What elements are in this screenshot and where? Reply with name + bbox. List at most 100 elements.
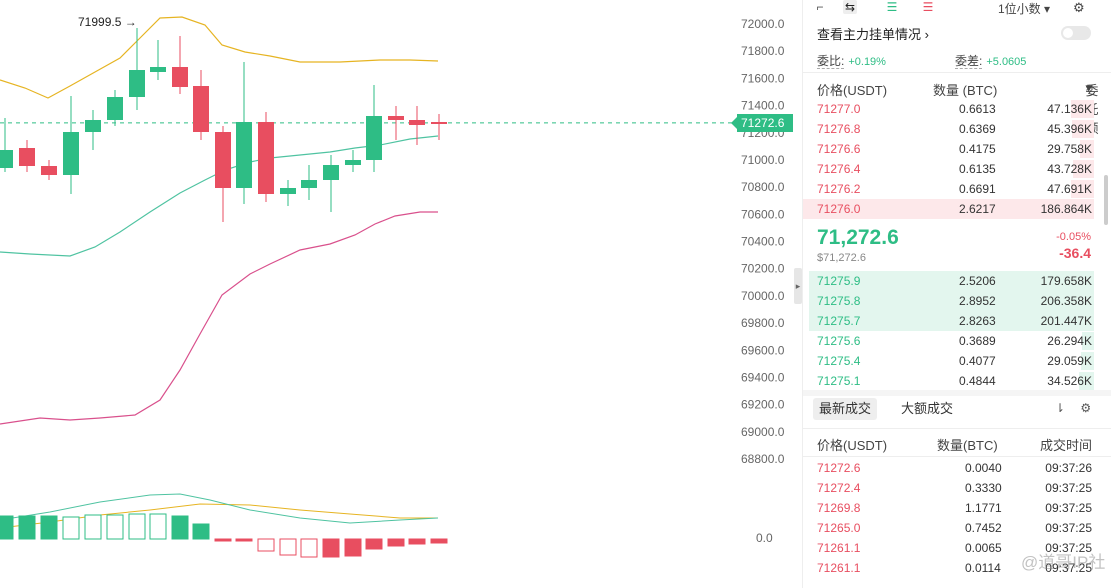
y-axis-label: 72000.0 (741, 17, 785, 31)
trade-row[interactable]: 71265.0 0.7452 09:37:25 (803, 518, 1111, 538)
bid-row[interactable]: 71275.7 2.8263 201.447K (803, 311, 1111, 331)
qty-cell: 0.4844 (959, 374, 996, 388)
qty-cell: 0.0040 (965, 461, 1002, 475)
divider (803, 428, 1111, 429)
trade-row[interactable]: 71261.1 0.0065 09:37:25 (803, 538, 1111, 558)
candle-body (388, 116, 404, 120)
decimal-select[interactable]: 1位小数 ▾ (998, 2, 1051, 16)
chevron-right-icon: › (924, 27, 929, 42)
price-cell: 71261.1 (817, 561, 861, 575)
orderbook-scrollbar[interactable] (1104, 175, 1108, 225)
total-cell: 206.358K (1040, 294, 1092, 308)
y-axis-label: 70200.0 (741, 262, 785, 276)
ask-row[interactable]: 71276.2 0.6691 47.691K (803, 179, 1111, 199)
candle-body (193, 86, 209, 132)
depth-bar (1080, 140, 1094, 158)
macd-histogram-bar (387, 538, 405, 547)
panel-collapse-handle[interactable]: ▸ (794, 268, 802, 304)
total-cell: 47.136K (1047, 102, 1092, 116)
trades-settings-icon[interactable]: ⚙ (1080, 401, 1092, 415)
layout-bids-icon[interactable]: ☰ (886, 0, 898, 14)
price-cell: 71269.8 (817, 501, 861, 515)
bid-row[interactable]: 71275.6 0.3689 26.294K (803, 331, 1111, 351)
total-cell: 34.526K (1047, 374, 1092, 388)
candle-body (150, 67, 166, 72)
price-cell: 71275.8 (817, 294, 861, 308)
depth-bar (1004, 200, 1094, 218)
trade-row[interactable]: 71261.1 0.0114 09:37:25 (803, 558, 1111, 578)
macd-histogram-bar (84, 514, 102, 540)
qty-cell: 0.6691 (959, 182, 996, 196)
ask-row[interactable]: 71276.8 0.6369 45.396K (803, 119, 1111, 139)
inspect-whale-orders-link[interactable]: 查看主力挂单情况 › (817, 27, 929, 42)
macd-histogram-bar (192, 523, 210, 540)
bid-row[interactable]: 71275.9 2.5206 179.658K (803, 271, 1111, 291)
last-price-usd: $71,272.6 (817, 252, 866, 264)
upper-band-line (0, 16, 439, 99)
tab-large-trades[interactable]: 大额成交 (901, 401, 954, 416)
bid-row[interactable]: 71275.1 0.4844 34.526K (803, 371, 1111, 391)
chart-canvas[interactable]: 72000.071800.071600.071400.071200.071000… (0, 0, 800, 588)
y-axis-label: 71600.0 (741, 71, 785, 85)
qty-cell: 2.6217 (959, 202, 996, 216)
total-cell: 186.864K (1040, 202, 1092, 216)
candle-body (19, 148, 35, 166)
macd-histogram-bar (171, 515, 189, 540)
trade-row[interactable]: 71272.4 0.3330 09:37:25 (803, 478, 1111, 498)
y-axis-label: 68800.0 (741, 452, 785, 466)
y-axis-label: 70800.0 (741, 180, 785, 194)
whale-orders-toggle[interactable] (1061, 26, 1091, 40)
candle-body (258, 122, 274, 194)
bid-row[interactable]: 71275.8 2.8952 206.358K (803, 291, 1111, 311)
ask-row[interactable]: 71276.0 2.6217 186.864K (803, 199, 1111, 219)
bid-row[interactable]: 71275.4 0.4077 29.059K (803, 351, 1111, 371)
trade-row[interactable]: 71272.6 0.0040 09:37:26 (803, 458, 1111, 478)
qty-cell: 2.5206 (959, 274, 996, 288)
qty-cell: 0.6369 (959, 122, 996, 136)
macd-histogram-bar (408, 538, 426, 545)
candlestick-chart[interactable]: 72000.0 71800.0 71600.0 71400.0 71200.0 71000… (0, 0, 802, 588)
trade-row[interactable]: 71269.8 1.1771 09:37:25 (803, 498, 1111, 518)
high-price-marker: 71999.5 → (78, 15, 137, 29)
qty-cell: 0.3689 (959, 334, 996, 348)
layout-asks-icon[interactable]: ☰ (922, 0, 934, 14)
divider (803, 72, 1111, 73)
price-cell: 71272.4 (817, 481, 861, 495)
current-price-tag: 71272.6 (731, 114, 793, 132)
price-cell: 71276.2 (817, 182, 861, 196)
total-cell: 29.758K (1047, 142, 1092, 156)
layout-both-icon[interactable]: ⌐ (816, 0, 824, 14)
ask-row[interactable]: 71276.4 0.6135 43.728K (803, 159, 1111, 179)
tab-latest-trades[interactable]: 最新成交 (813, 398, 878, 420)
filter-icon[interactable]: ⇂ (1055, 401, 1066, 415)
price-cell: 71275.7 (817, 314, 861, 328)
ask-row[interactable]: 71276.6 0.4175 29.758K (803, 139, 1111, 159)
depth-bar (1082, 332, 1094, 350)
y-axis-label: 70600.0 (741, 207, 785, 221)
layout-split-icon[interactable]: ⇆ (843, 0, 857, 14)
candle-body (41, 166, 57, 175)
ask-row[interactable]: 71277.0 0.6613 47.136K (803, 99, 1111, 119)
orderbook-panel: ⌐ ⇆ ☰ ☰ 1位小数 ▾ ⚙ 查看主力挂单情况 › 委比: +0.19% 委差… (802, 0, 1111, 588)
price-cell: 71276.8 (817, 122, 861, 136)
total-column-sort[interactable]: 委托额 ▾ (1085, 80, 1099, 136)
settings-icon[interactable]: ⚙ (1073, 0, 1085, 15)
candle-body (366, 116, 382, 160)
candle-body (129, 70, 145, 97)
watermark: @道哥IP社 (1021, 553, 1106, 572)
bid-ask-ratio: 委比: +0.19% (817, 54, 886, 69)
y-axis-label: 69400.0 (741, 370, 785, 384)
total-cell: 43.728K (1047, 162, 1092, 176)
price-cell: 71276.0 (817, 202, 861, 216)
y-axis-label: 70000.0 (741, 289, 785, 303)
time-cell: 09:37:25 (1045, 541, 1092, 555)
macd-histogram-bar (149, 513, 167, 540)
qty-cell: 0.7452 (965, 521, 1002, 535)
candle-body (301, 180, 317, 188)
y-axis-label: 70400.0 (741, 235, 785, 249)
y-axis-label: 69600.0 (741, 343, 785, 357)
candle-body (172, 67, 188, 87)
time-cell: 09:37:25 (1045, 561, 1092, 575)
price-cell: 71277.0 (817, 102, 861, 116)
trades-header: 价格(USDT) 数量(BTC) 成交时间 (817, 438, 1092, 453)
